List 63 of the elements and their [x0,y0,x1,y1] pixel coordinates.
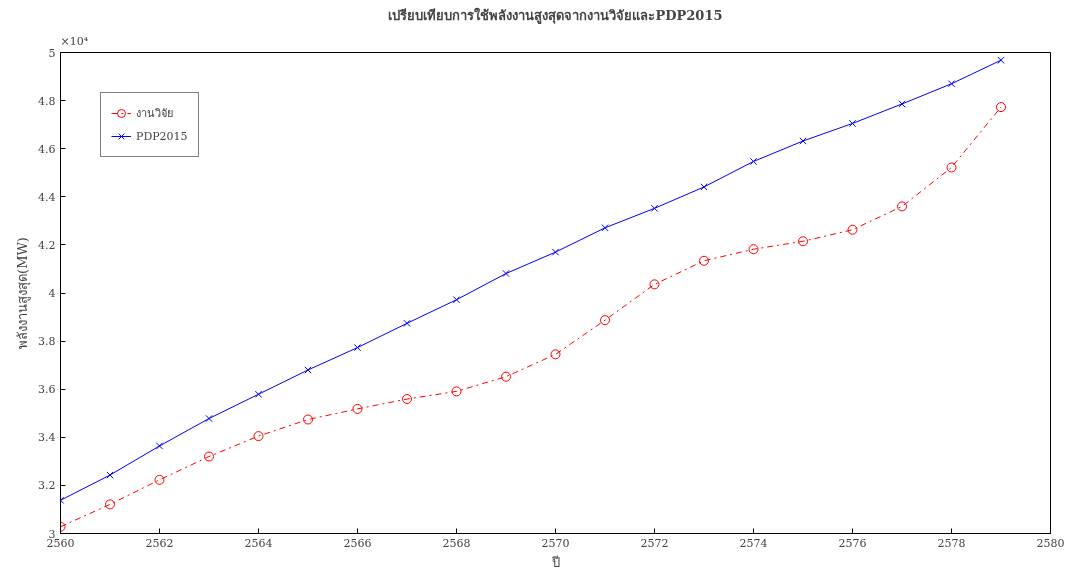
x-tick-label: 2568 [442,536,471,550]
x-tick-label: 2570 [541,536,570,550]
x-axis-title: ปี [550,554,560,570]
point [848,119,857,128]
point [650,204,659,213]
point [749,157,758,166]
point [106,471,114,479]
x-tick-label: 2562 [145,536,174,550]
point [550,349,561,360]
point [451,386,462,397]
y-axis-title: พลังงานสูงสุด(MW) [15,237,32,349]
point [649,279,660,290]
point [847,224,858,235]
point [600,315,610,326]
point [204,451,214,462]
point [304,366,312,374]
y-tick-label: 4.4 [38,190,56,204]
point [699,255,709,266]
x-tick-label: 2564 [244,536,273,550]
x-tick-label: 2574 [739,536,768,550]
point [996,102,1006,113]
y-tick-label: 4.6 [38,142,56,156]
point [303,414,313,425]
point [155,442,164,450]
y-tick-label: 4.8 [38,94,56,108]
point [452,296,461,304]
point [501,371,511,382]
point [502,269,510,278]
x-tick-label: 2560 [46,536,75,550]
chart-title: เปรียบเทียบการใช้พลังงานสูงสุดจากงานวิจัยและPDP2015 [388,6,723,24]
text: ×10⁴ [60,34,89,48]
y-tick-label: 5 [48,46,56,60]
legend-label: งานวิจัย [136,106,173,122]
x-tick-label: 2572 [640,536,669,550]
y-tick-label: 3.8 [38,335,56,349]
y-tick-label: 4 [48,287,56,300]
x-tick-label: 2576 [838,536,867,550]
y-tick-label: 3.6 [38,383,56,397]
point [353,343,362,352]
point [700,183,708,191]
point [601,224,609,232]
point [798,236,808,247]
x-tick-label: 2578 [937,536,966,550]
y-tick-label: 3.4 [38,431,56,445]
x-tick-label: 2566 [343,536,372,550]
x-tick-label: 2580 [1036,536,1065,550]
y-tick-label: 3.2 [38,479,56,493]
point [551,248,560,256]
y-tick-label: 4.2 [38,238,56,252]
legend-label: PDP2015 [136,129,188,143]
point [946,162,957,173]
point [997,56,1005,64]
point [402,394,412,405]
point [947,80,956,88]
point [154,474,165,485]
point [105,499,115,510]
point [897,201,907,212]
point [205,414,213,423]
point [352,403,363,414]
point [403,319,411,327]
point [748,244,759,255]
point [254,390,263,398]
point [253,431,264,442]
